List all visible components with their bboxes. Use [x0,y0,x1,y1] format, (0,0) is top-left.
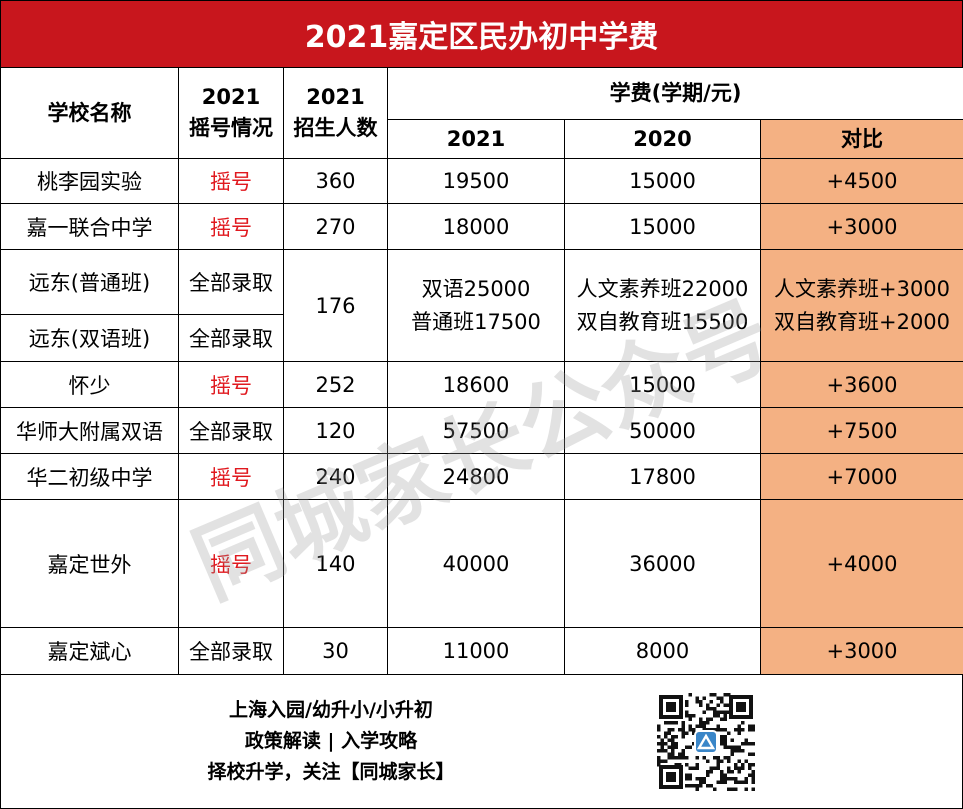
fee-2021: 24800 [387,453,565,500]
lottery-status: 摇号 [178,158,284,204]
compare-self-edu: 双自教育班+2000 [773,309,951,334]
enrollment-count: 360 [283,158,388,204]
fee-compare: +3000 [759,203,963,250]
qr-code-icon[interactable] [657,693,755,791]
fee-compare: 人文素养班+3000 双自教育班+2000 [759,249,963,362]
footer-slogans: 上海入园/幼升小/小升初 政策解读 | 入学攻略 择校升学，关注【同城家长】 [181,695,481,788]
header-lottery-label: 摇号情况 [189,116,273,140]
school-name: 嘉一联合中学 [0,203,179,250]
fee-2021: 18600 [387,361,565,408]
header-fee-2020: 2020 [564,119,761,159]
enrollment-count: 270 [283,203,388,250]
lottery-status: 全部录取 [178,314,284,362]
school-name: 桃李园实验 [0,158,179,204]
header-compare: 对比 [759,119,963,159]
table-row: 嘉一联合中学 摇号 270 18000 15000 +3000 [0,203,963,250]
header-enroll-label: 招生人数 [293,116,378,140]
fee-table: 学校名称 2021 摇号情况 2021 招生人数 学费(学期/元) 2021 2… [0,67,963,675]
header-lottery-year: 2021 [201,85,261,109]
lottery-status: 全部录取 [178,627,284,675]
footer-line-3: 择校升学，关注【同城家长】 [207,761,455,783]
enrollment-count: 240 [283,453,388,500]
fee-2020: 15000 [564,203,761,250]
school-name: 华二初级中学 [0,453,179,500]
fee-2021: 19500 [387,158,565,204]
header-fee-group: 学费(学期/元) [386,67,963,120]
fee-2020-self-edu: 双自教育班15500 [576,309,749,334]
header-enrollment: 2021 招生人数 [283,67,388,159]
footer-line-2: 政策解读 | 入学攻略 [244,730,418,752]
fee-2020: 15000 [564,158,761,204]
fee-2021: 11000 [387,627,565,675]
fee-compare: +4500 [759,158,963,204]
fee-2020: 8000 [564,627,761,675]
fee-2021-regular: 普通班17500 [411,309,541,334]
table-row: 嘉定斌心 全部录取 30 11000 8000 +3000 [0,627,963,675]
fee-2020: 15000 [564,361,761,408]
enrollment-count: 176 [283,249,388,362]
fee-2021: 18000 [387,203,565,250]
lottery-status: 摇号 [178,499,284,628]
table-row: 怀少 摇号 252 18600 15000 +3600 [0,361,963,408]
table-row: 桃李园实验 摇号 360 19500 15000 +4500 [0,158,963,204]
header-school-name: 学校名称 [0,67,179,159]
table-row: 华二初级中学 摇号 240 24800 17800 +7000 [0,453,963,500]
fee-2020: 36000 [564,499,761,628]
footer-banner: 上海入园/幼升小/小升初 政策解读 | 入学攻略 择校升学，关注【同城家长】 [0,674,963,809]
table-row: 远东(普通班) 全部录取 176 双语25000 普通班17500 人文素养班2… [0,249,963,362]
fee-compare: +7500 [759,407,963,454]
fee-2021: 双语25000 普通班17500 [387,249,565,362]
fee-2020: 人文素养班22000 双自教育班15500 [564,249,761,362]
triangle-logo-icon [694,730,718,754]
fee-2021: 57500 [387,407,565,454]
enrollment-count: 30 [283,627,388,675]
fee-2021: 40000 [387,499,565,628]
footer-line-1: 上海入园/幼升小/小升初 [229,699,433,721]
school-name: 嘉定斌心 [0,627,179,675]
fee-compare: +3600 [759,361,963,408]
header-enroll-year: 2021 [306,85,365,109]
page-title: 2021嘉定区民办初中学费 [0,0,963,68]
school-name: 怀少 [0,361,179,408]
lottery-status: 摇号 [178,203,284,250]
fee-2020-humanities: 人文素养班22000 [576,276,749,301]
lottery-status: 全部录取 [178,407,284,454]
fee-compare: +4000 [759,499,963,628]
header-lottery: 2021 摇号情况 [178,67,284,159]
school-name: 华师大附属双语 [0,407,179,454]
enrollment-count: 120 [283,407,388,454]
table-row: 华师大附属双语 全部录取 120 57500 50000 +7500 [0,407,963,454]
enrollment-count: 140 [283,499,388,628]
fee-compare: +3000 [759,627,963,675]
fee-compare: +7000 [759,453,963,500]
fee-2021-bilingual: 双语25000 [421,276,531,301]
table-row: 嘉定世外 摇号 140 40000 36000 +4000 [0,499,963,628]
school-name: 远东(普通班) [0,249,179,315]
fee-2020: 50000 [564,407,761,454]
school-name: 嘉定世外 [0,499,179,628]
school-name: 远东(双语班) [0,314,179,362]
fee-2020: 17800 [564,453,761,500]
header-fee-2021: 2021 [387,119,565,159]
table-row: 远东(双语班) 全部录取 [0,314,963,362]
enrollment-count: 252 [283,361,388,408]
lottery-status: 摇号 [178,361,284,408]
lottery-status: 摇号 [178,453,284,500]
lottery-status: 全部录取 [178,249,284,315]
compare-humanities: 人文素养班+3000 [773,276,951,301]
